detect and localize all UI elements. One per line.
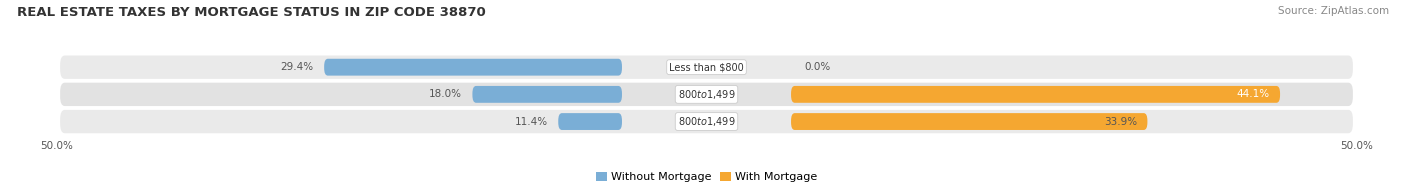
Text: 44.1%: 44.1% — [1236, 89, 1270, 99]
Text: $800 to $1,499: $800 to $1,499 — [678, 115, 735, 128]
Text: Source: ZipAtlas.com: Source: ZipAtlas.com — [1278, 6, 1389, 16]
Text: 11.4%: 11.4% — [515, 117, 548, 127]
FancyBboxPatch shape — [325, 59, 621, 76]
Text: $800 to $1,499: $800 to $1,499 — [678, 88, 735, 101]
FancyBboxPatch shape — [558, 113, 621, 130]
FancyBboxPatch shape — [792, 86, 1279, 103]
FancyBboxPatch shape — [60, 83, 1353, 106]
Text: 18.0%: 18.0% — [429, 89, 463, 99]
FancyBboxPatch shape — [60, 56, 1353, 79]
Text: 29.4%: 29.4% — [281, 62, 314, 72]
FancyBboxPatch shape — [792, 113, 1147, 130]
Text: 33.9%: 33.9% — [1104, 117, 1137, 127]
Text: REAL ESTATE TAXES BY MORTGAGE STATUS IN ZIP CODE 38870: REAL ESTATE TAXES BY MORTGAGE STATUS IN … — [17, 6, 485, 19]
FancyBboxPatch shape — [472, 86, 621, 103]
Text: 0.0%: 0.0% — [804, 62, 831, 72]
FancyBboxPatch shape — [60, 110, 1353, 133]
Text: Less than $800: Less than $800 — [669, 62, 744, 72]
Legend: Without Mortgage, With Mortgage: Without Mortgage, With Mortgage — [592, 167, 821, 187]
